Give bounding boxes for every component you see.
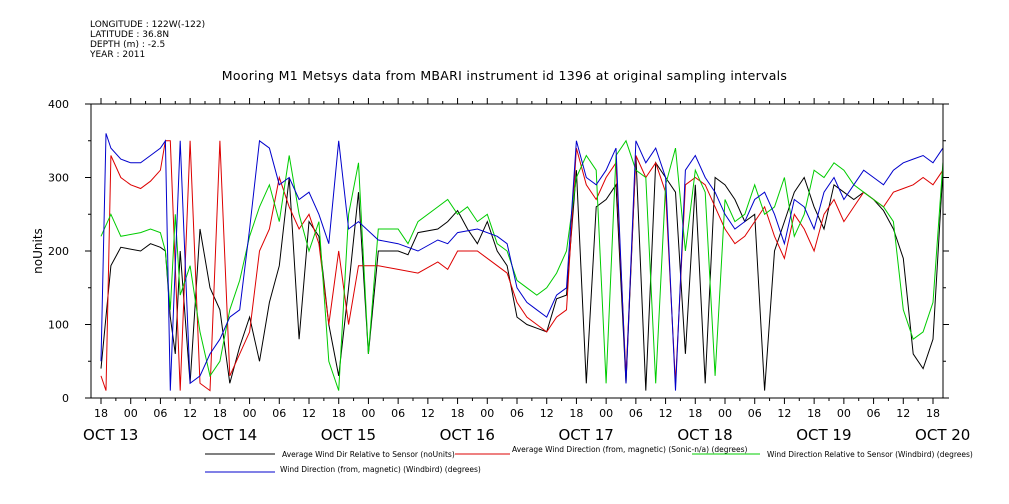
latitude-label: LATITUDE : 36.8N <box>90 30 170 40</box>
x-tick-label: 18 <box>94 407 108 420</box>
year-label: YEAR : 2011 <box>90 50 146 60</box>
x-tick-label: 12 <box>183 407 197 420</box>
date-label: OCT 15 <box>321 426 376 444</box>
series-line-2 <box>100 140 943 392</box>
series-line-4 <box>100 133 943 391</box>
x-tick-label: 18 <box>332 407 346 420</box>
x-tick-label: 00 <box>837 407 851 420</box>
series-line-3 <box>100 139 943 391</box>
x-tick-label: 06 <box>510 407 524 420</box>
x-tick-label: 06 <box>748 407 762 420</box>
legend-entry-2-label: Average Wind Direction (from, magnetic) … <box>512 445 748 454</box>
x-tick-label: 18 <box>688 407 702 420</box>
y-axis-label: noUnits <box>31 228 45 274</box>
plot-frame <box>90 103 944 399</box>
date-label: OCT 13 <box>83 426 138 444</box>
x-tick-label: 06 <box>153 407 167 420</box>
legend-entry-3-label: Wind Direction Relative to Sensor (Windb… <box>767 450 973 459</box>
y-tick-label: 200 <box>48 245 69 258</box>
date-label: OCT 18 <box>677 426 732 444</box>
x-tick-label: 12 <box>302 407 316 420</box>
x-tick-label: 18 <box>569 407 583 420</box>
x-tick-label: 06 <box>867 407 881 420</box>
legend-entry-4-label: Wind Direction (from, magnetic) (Windbir… <box>280 465 481 474</box>
date-label: OCT 19 <box>796 426 851 444</box>
y-tick-label: 300 <box>48 172 69 185</box>
x-tick-label: 00 <box>480 407 494 420</box>
y-tick-label: 0 <box>62 392 69 405</box>
x-tick-label: 06 <box>272 407 286 420</box>
x-tick-label: 18 <box>926 407 940 420</box>
date-label: OCT 20 <box>915 426 970 444</box>
x-tick-label: 12 <box>540 407 554 420</box>
x-tick-label: 18 <box>213 407 227 420</box>
longitude-label: LONGITUDE : 122W(-122) <box>90 20 206 30</box>
date-label: OCT 16 <box>440 426 495 444</box>
x-tick-label: 00 <box>361 407 375 420</box>
y-tick-label: 400 <box>48 98 69 111</box>
series-line-1 <box>100 155 943 391</box>
metadata-block: LONGITUDE : 122W(-122) LATITUDE : 36.8N … <box>90 20 205 60</box>
chart-title: Mooring M1 Metsys data from MBARI instru… <box>221 68 788 83</box>
x-tick-label: 00 <box>124 407 138 420</box>
x-tick-label: 12 <box>896 407 910 420</box>
x-tick-label: 12 <box>421 407 435 420</box>
x-tick-label: 00 <box>718 407 732 420</box>
date-label: OCT 17 <box>558 426 613 444</box>
x-tick-label: 06 <box>391 407 405 420</box>
x-tick-label: 06 <box>629 407 643 420</box>
x-tick-label: 18 <box>807 407 821 420</box>
legend-entry-1-label: Average Wind Dir Relative to Sensor (noU… <box>282 450 455 459</box>
x-tick-label: 12 <box>659 407 673 420</box>
x-tick-label: 18 <box>451 407 465 420</box>
x-tick-label: 12 <box>777 407 791 420</box>
depth-label: DEPTH (m) : -2.5 <box>90 40 166 50</box>
x-tick-label: 00 <box>243 407 257 420</box>
x-tick-label: 00 <box>599 407 613 420</box>
y-tick-label: 100 <box>48 319 69 332</box>
date-label: OCT 14 <box>202 426 257 444</box>
